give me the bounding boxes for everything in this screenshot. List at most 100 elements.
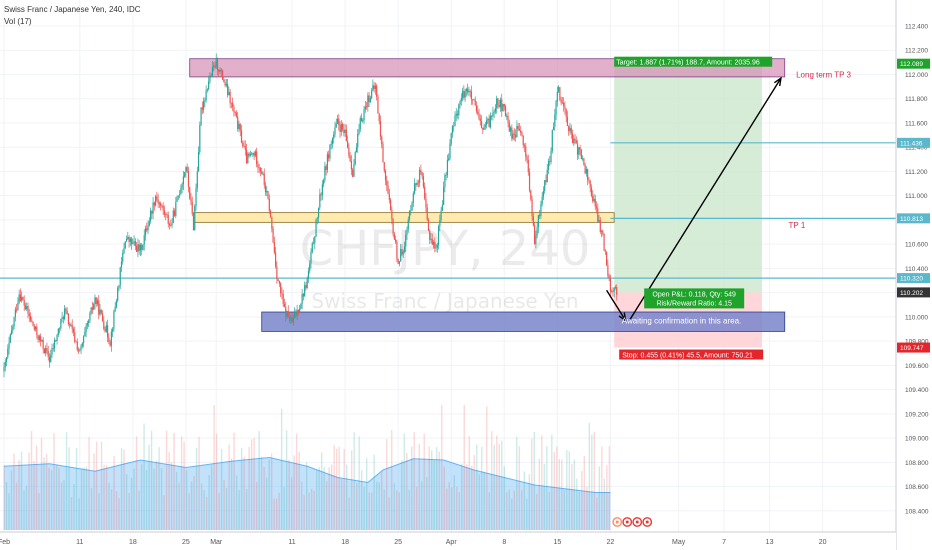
candle xyxy=(13,317,15,327)
candle xyxy=(57,328,59,335)
candle xyxy=(509,127,512,132)
candle xyxy=(541,196,543,205)
price-tick-label: 109.800 xyxy=(905,339,929,346)
candle xyxy=(290,316,292,322)
candle xyxy=(463,91,465,98)
candle xyxy=(237,116,239,129)
candle xyxy=(41,339,43,342)
candle xyxy=(144,228,147,236)
candle xyxy=(479,118,481,122)
candle xyxy=(368,95,370,102)
candle xyxy=(3,367,5,372)
candle xyxy=(575,140,577,144)
price-tag-label: 110.202 xyxy=(900,290,923,297)
candle xyxy=(89,313,91,321)
candle xyxy=(272,228,274,243)
candle xyxy=(19,294,22,301)
candle xyxy=(225,83,227,86)
candle xyxy=(407,219,409,230)
candle xyxy=(522,135,524,146)
candle xyxy=(180,188,182,195)
candle xyxy=(72,328,75,333)
candle xyxy=(416,182,418,185)
watermark-name: Swiss Franc / Japanese Yen xyxy=(311,289,578,313)
candle xyxy=(146,228,148,231)
candle xyxy=(309,263,311,271)
candle xyxy=(496,98,498,109)
candle xyxy=(450,133,452,144)
candle xyxy=(197,151,200,172)
candle xyxy=(95,297,97,305)
candle xyxy=(435,247,437,249)
price-tick-label: 109.200 xyxy=(905,411,929,418)
candle xyxy=(176,196,178,202)
candle xyxy=(517,125,519,129)
candle xyxy=(600,230,603,232)
candle xyxy=(531,199,533,217)
price-tag xyxy=(897,342,930,353)
candle xyxy=(149,210,152,221)
candle xyxy=(503,103,505,107)
arrows-layer xyxy=(606,76,782,323)
candle xyxy=(540,204,542,217)
candle xyxy=(573,138,575,144)
price-tag xyxy=(897,213,930,224)
candle xyxy=(499,99,502,107)
candle xyxy=(312,243,315,245)
candle xyxy=(118,285,120,288)
candle xyxy=(585,169,587,174)
candle xyxy=(326,154,329,170)
candle xyxy=(280,283,282,294)
candle xyxy=(273,242,275,253)
zone-mid xyxy=(193,212,615,223)
candle xyxy=(491,116,493,117)
candle xyxy=(281,293,283,295)
candle xyxy=(602,230,604,234)
candle xyxy=(467,88,469,93)
candle xyxy=(551,129,553,152)
candle xyxy=(413,183,416,194)
candle xyxy=(614,287,617,289)
candle xyxy=(184,172,186,177)
candle xyxy=(302,293,305,297)
candle xyxy=(242,142,244,147)
candle xyxy=(221,70,224,80)
time-tick-label: 11 xyxy=(76,539,83,546)
price-tick-label: 109.400 xyxy=(905,387,929,394)
candle xyxy=(93,304,95,310)
candle xyxy=(483,126,485,130)
candle xyxy=(431,238,433,245)
candle xyxy=(518,128,521,131)
candle xyxy=(278,281,281,284)
candle xyxy=(526,156,528,160)
event-markers[interactable] xyxy=(612,517,653,527)
candle xyxy=(609,278,611,292)
candle xyxy=(277,279,279,282)
annotation-label: Awaiting confirmation in this area. xyxy=(622,317,741,326)
candle xyxy=(593,198,595,202)
candle xyxy=(329,144,331,159)
candle xyxy=(16,309,18,311)
candle xyxy=(532,216,534,226)
candle xyxy=(474,99,476,106)
candle xyxy=(545,180,547,182)
candle xyxy=(206,89,208,91)
time-tick-label: Apr xyxy=(446,539,458,546)
candle xyxy=(285,307,287,317)
candle xyxy=(454,115,456,126)
candle xyxy=(34,326,37,330)
candle xyxy=(143,235,145,245)
event-marker-dot xyxy=(635,520,639,524)
candle xyxy=(397,258,399,264)
candle xyxy=(443,186,445,205)
candle xyxy=(430,238,432,240)
candle xyxy=(580,149,582,160)
candle xyxy=(219,69,221,72)
candle xyxy=(597,208,599,222)
volume-pane xyxy=(3,405,611,530)
candle xyxy=(478,113,480,119)
candle xyxy=(579,147,581,150)
time-axis[interactable]: Feb 11 18 25 Mar 11 18 25 Apr 8 15 22 May 7 13 20 xyxy=(0,531,896,550)
candle xyxy=(528,172,531,191)
